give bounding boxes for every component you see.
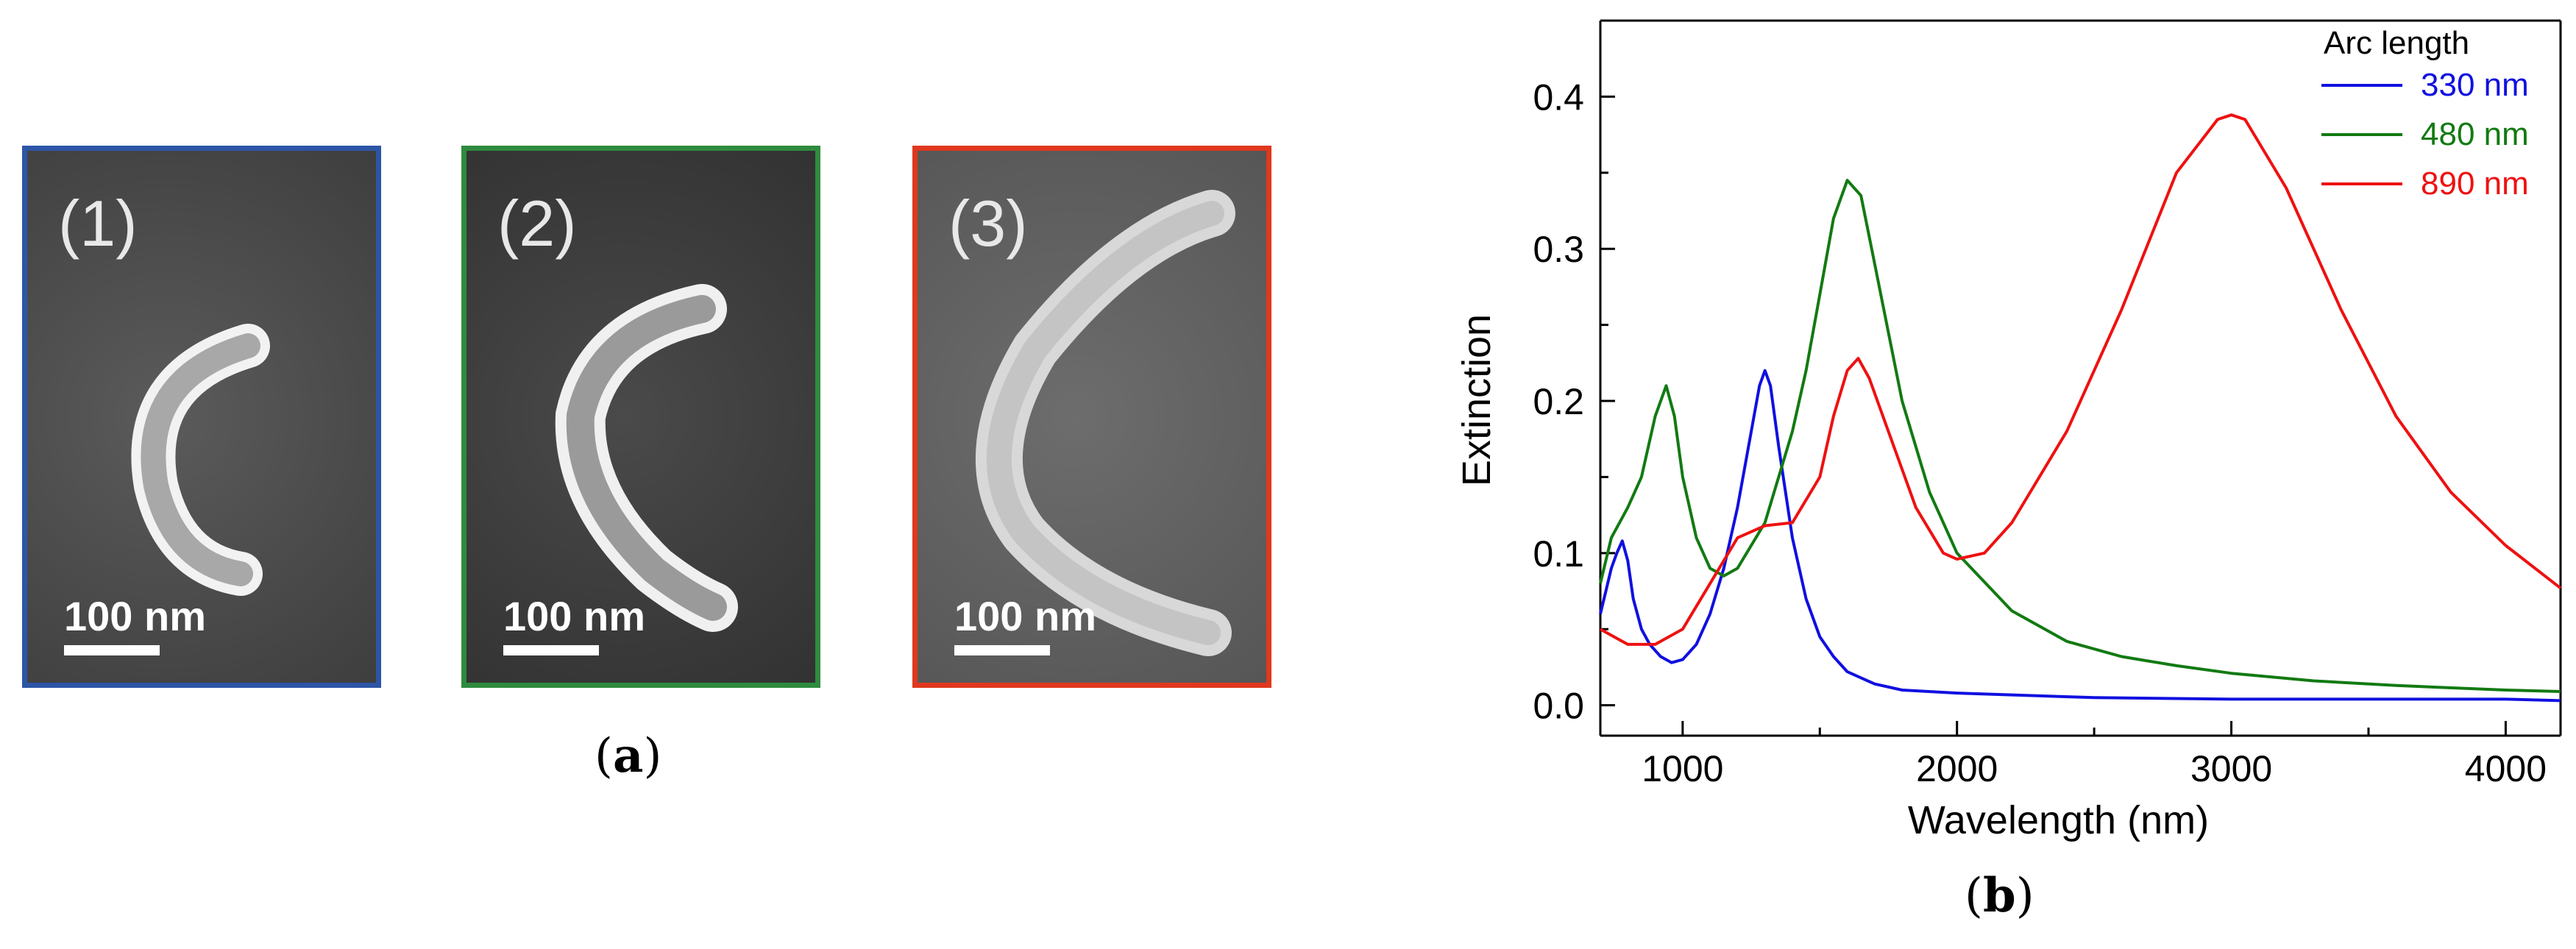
scale-bar-label: 100 nm: [64, 593, 206, 639]
legend-entry-label: 480 nm: [2421, 116, 2529, 152]
y-axis-label: Extinction: [1455, 314, 1499, 486]
x-tick-label: 4000: [2465, 748, 2547, 789]
sem-background: [27, 151, 376, 683]
series-line-330-nm: [1599, 369, 2561, 703]
series-line-480-nm: [1599, 179, 2561, 693]
legend-entry-label: 330 nm: [2421, 67, 2529, 103]
panel-a-label: (a): [595, 728, 661, 783]
label-paren-open: (: [595, 729, 613, 783]
x-tick-label: 1000: [1642, 748, 1723, 789]
sem-image-1: (1) 100 nm: [22, 146, 381, 688]
nanocrescent-2-shape: [555, 284, 738, 632]
y-tick-label: 0.4: [1533, 77, 1584, 118]
nanocrescent-3-shape: [975, 190, 1235, 656]
series-lines: [1599, 113, 2562, 703]
scale-bar: [503, 645, 599, 655]
legend-entry-label: 890 nm: [2421, 166, 2529, 202]
sem-image-id: (1): [58, 187, 138, 260]
x-axis-label: Wavelength (nm): [1908, 798, 2209, 842]
legend-title: Arc length: [2324, 25, 2469, 61]
y-tick-label: 0.1: [1533, 533, 1584, 575]
y-ticks: 0.0 0.1 0.2 0.3 0.4: [1533, 77, 1615, 727]
label-letter: a: [612, 728, 644, 783]
y-tick-label: 0.0: [1533, 686, 1584, 727]
x-tick-label: 3000: [2190, 748, 2272, 789]
panel-b-label: (b): [1965, 868, 2034, 923]
sem-image-2: (2) 100 nm: [461, 146, 820, 688]
scale-bar: [64, 645, 160, 655]
x-tick-label: 2000: [1916, 748, 1998, 789]
label-paren-open: (: [1965, 869, 1983, 923]
y-tick-label: 0.3: [1533, 229, 1584, 270]
scale-bar-label: 100 nm: [503, 593, 645, 639]
sem-image-3: (3) 100 nm: [912, 146, 1271, 688]
label-paren-close: ): [2015, 869, 2034, 923]
series-line-890-nm: [1600, 113, 2562, 646]
x-ticks: 1000 2000 3000 4000: [1642, 721, 2547, 789]
y-tick-label: 0.2: [1533, 381, 1584, 422]
sem-image-id: (3): [948, 187, 1028, 260]
label-letter: b: [1982, 868, 2016, 923]
nanocrescent-1-shape: [131, 324, 270, 596]
sem-image-id: (2): [497, 187, 577, 260]
label-paren-close: ): [643, 729, 662, 783]
scale-bar: [954, 645, 1050, 655]
legend: Arc length 330 nm 480 nm 890 nm: [2321, 25, 2529, 202]
scale-bar-label: 100 nm: [954, 593, 1096, 639]
sem-background: [466, 151, 815, 683]
